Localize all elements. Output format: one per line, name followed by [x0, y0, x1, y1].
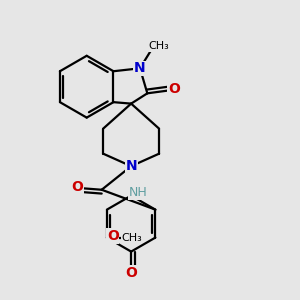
Text: O: O	[107, 229, 119, 243]
Text: N: N	[125, 159, 137, 173]
Text: CH₃: CH₃	[122, 232, 142, 243]
Text: CH₃: CH₃	[149, 41, 170, 51]
Text: O: O	[168, 82, 180, 96]
Text: O: O	[125, 266, 137, 280]
Text: O: O	[71, 180, 83, 194]
Text: NH: NH	[129, 186, 148, 199]
Text: N: N	[134, 61, 146, 75]
